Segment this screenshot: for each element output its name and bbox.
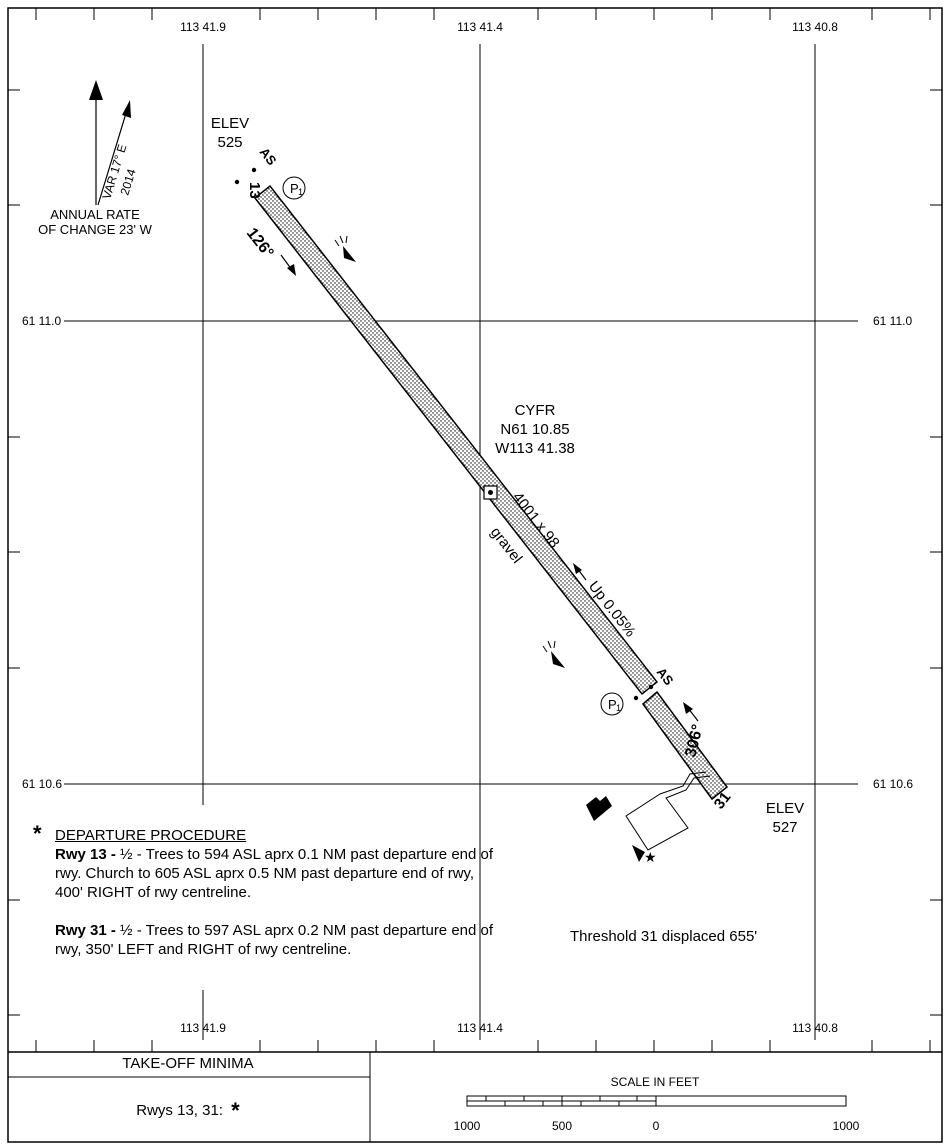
chart-frame (7, 7, 943, 1143)
lat-right-1: 61 11.0 (873, 314, 912, 328)
elevation-nw-label: ELEV (210, 115, 250, 132)
departure-title: DEPARTURE PROCEDURE (55, 827, 247, 844)
departure-rwy31: Rwy 31 - ½ - Trees to 597 ASL aprx 0.2 N… (55, 921, 495, 959)
elevation-se-value: 527 (772, 819, 798, 836)
as-marker-nw-2 (234, 179, 240, 185)
takeoff-minima-title: TAKE-OFF MINIMA (122, 1055, 254, 1072)
as-label-se: AS (654, 665, 677, 689)
as-marker-se-1 (648, 684, 654, 690)
lon-top-2: 113 41.4 (457, 20, 503, 34)
as-marker-se-2 (633, 695, 639, 701)
svg-text:P: P (290, 181, 299, 196)
papi-se-icon: P 1 (600, 692, 624, 716)
elevation-se: ELEV 527 (760, 799, 810, 837)
apron-and-taxiway (625, 771, 711, 851)
svg-text:★: ★ (644, 850, 657, 866)
scale-label-1000-right: 1000 (833, 1119, 860, 1133)
as-marker-nw-1 (251, 167, 257, 173)
aerodrome-ident: CYFR (514, 402, 556, 419)
departure-title-row: * DEPARTURE PROCEDURE (33, 821, 495, 846)
threshold-note: Threshold 31 displaced 655' (570, 928, 758, 945)
runway-surface (253, 184, 659, 696)
lat-right-2: 61 10.6 (873, 777, 913, 791)
slope-arrow-icon (573, 563, 587, 581)
svg-text:1: 1 (616, 703, 621, 713)
aerodrome-info: CYFR N61 10.85 W113 41.38 (470, 401, 600, 458)
side-ticks (8, 89, 942, 1016)
lat-left-2: 61 10.6 (22, 777, 62, 791)
heading-31-arrow-icon (683, 702, 699, 722)
svg-text:P: P (608, 697, 617, 712)
departure-rwy13: Rwy 13 - ½ - Trees to 594 ASL aprx 0.1 N… (55, 845, 495, 902)
aerodrome-lon: W113 41.38 (495, 440, 575, 457)
north-arrow-icon (89, 80, 103, 205)
lon-top-1: 113 41.9 (180, 20, 226, 34)
heading-13: 126° (243, 225, 277, 262)
scale-label-0: 0 (653, 1119, 660, 1133)
annual-rate-line1: ANNUAL RATE (50, 207, 140, 222)
aerodrome-reference-point-icon (483, 485, 498, 500)
top-ticks (35, 8, 931, 20)
lon-bottom-3: 113 40.8 (792, 1021, 838, 1035)
departure-rwy31-text: ½ - Trees to 597 ASL aprx 0.2 NM past de… (55, 922, 494, 958)
departure-star-icon: * (33, 821, 42, 846)
lighting-arrow-nw-icon (334, 235, 356, 262)
heading-13-arrow-icon (280, 254, 296, 276)
scale-bar (466, 1095, 847, 1107)
lon-bottom-1: 113 41.9 (180, 1021, 226, 1035)
departure-rwy13-label: Rwy 13 - (55, 846, 116, 863)
runway-end-31: 31 (711, 789, 735, 813)
takeoff-minima-star-icon: * (231, 1098, 240, 1123)
takeoff-minima-value: Rwys 13, 31: * (8, 1098, 368, 1124)
lon-top-3: 113 40.8 (792, 20, 838, 34)
scale-title: SCALE IN FEET (610, 1075, 700, 1089)
departure-procedure: * DEPARTURE PROCEDURE Rwy 13 - ½ - Trees… (33, 821, 495, 959)
fuel-icon: ★ (632, 845, 657, 866)
bottom-ticks (35, 1040, 931, 1052)
departure-rwy13-text: ½ - Trees to 594 ASL aprx 0.1 NM past de… (55, 846, 494, 901)
building-icon (586, 796, 612, 821)
lat-left-1: 61 11.0 (22, 314, 61, 328)
lon-bottom-2: 113 41.4 (457, 1021, 503, 1035)
papi-nw-icon: P 1 (282, 176, 306, 200)
departure-rwy31-label: Rwy 31 - (55, 922, 116, 939)
lighting-arrow-se-icon (542, 640, 565, 668)
runway-end-13: 13 (246, 182, 263, 199)
annual-rate-line2: OF CHANGE 23' W (38, 222, 152, 237)
takeoff-minima-runways: Rwys 13, 31: (136, 1102, 223, 1119)
annual-rate-note: ANNUAL RATE OF CHANGE 23' W (30, 207, 160, 237)
elevation-nw-value: 525 (217, 134, 243, 151)
as-label-nw: AS (257, 145, 280, 169)
svg-text:1: 1 (298, 187, 303, 197)
scale-label-1000-left: 1000 (454, 1119, 481, 1133)
magnetic-variation-arrow-icon (97, 100, 131, 206)
aerodrome-lat: N61 10.85 (500, 421, 570, 438)
elevation-nw: ELEV 525 (205, 114, 255, 152)
elevation-se-label: ELEV (765, 800, 805, 817)
scale-label-500: 500 (552, 1119, 572, 1133)
